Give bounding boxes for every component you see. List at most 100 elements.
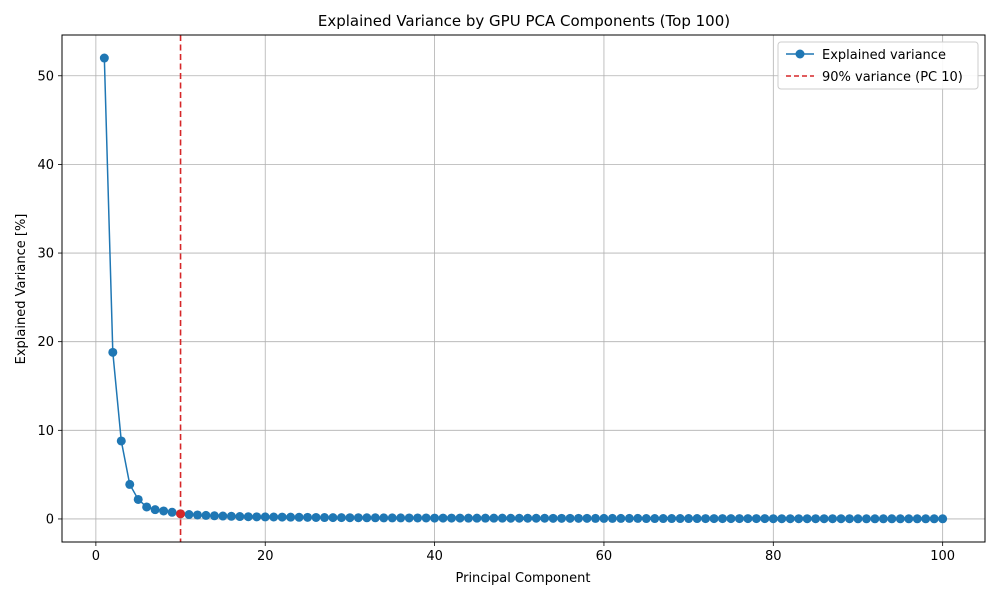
data-point xyxy=(692,514,702,524)
data-point xyxy=(819,514,829,524)
data-point xyxy=(379,513,389,523)
data-point xyxy=(362,513,372,523)
data-point xyxy=(116,436,126,446)
data-point xyxy=(633,513,643,523)
data-point xyxy=(929,514,939,524)
y-tick-label: 20 xyxy=(37,335,54,350)
data-point xyxy=(463,513,473,523)
data-point xyxy=(294,512,304,522)
data-point xyxy=(574,513,584,523)
data-point xyxy=(531,513,541,523)
data-point xyxy=(404,513,414,523)
data-point xyxy=(235,512,245,522)
threshold-point-layer xyxy=(176,509,186,519)
legend-series-label: Explained variance xyxy=(822,48,946,63)
data-point xyxy=(582,513,592,523)
data-point xyxy=(557,513,567,523)
data-point xyxy=(269,512,279,522)
y-tick-label: 30 xyxy=(37,247,54,262)
data-point xyxy=(794,514,804,524)
data-point xyxy=(396,513,406,523)
data-point xyxy=(709,514,719,524)
data-point xyxy=(845,514,855,524)
data-point xyxy=(938,514,948,524)
x-tick-label: 100 xyxy=(930,549,955,564)
data-point xyxy=(159,506,169,516)
data-point xyxy=(472,513,482,523)
data-point xyxy=(218,511,228,521)
data-point xyxy=(599,513,609,523)
y-tick-label: 10 xyxy=(37,424,54,439)
data-point xyxy=(751,514,761,524)
data-point xyxy=(887,514,897,524)
data-point xyxy=(540,513,550,523)
data-point xyxy=(201,510,211,520)
data-point xyxy=(142,502,152,512)
data-point xyxy=(870,514,880,524)
data-point xyxy=(785,514,795,524)
data-point xyxy=(734,514,744,524)
data-point xyxy=(667,514,677,524)
data-point xyxy=(514,513,524,523)
data-point xyxy=(438,513,448,523)
data-point xyxy=(108,347,118,357)
x-tick-label: 40 xyxy=(426,549,443,564)
data-point xyxy=(802,514,812,524)
data-point xyxy=(455,513,465,523)
data-point xyxy=(387,513,397,523)
data-point xyxy=(760,514,770,524)
data-point xyxy=(133,494,143,504)
data-point xyxy=(853,514,863,524)
data-point xyxy=(243,512,253,522)
data-point xyxy=(480,513,490,523)
data-point xyxy=(311,512,321,522)
data-point xyxy=(684,514,694,524)
data-point xyxy=(150,505,160,515)
data-point xyxy=(497,513,507,523)
data-point xyxy=(209,511,219,521)
chart-title: Explained Variance by GPU PCA Components… xyxy=(318,12,730,30)
data-point xyxy=(895,514,905,524)
data-point xyxy=(192,510,202,520)
data-point xyxy=(904,514,914,524)
y-tick-label: 40 xyxy=(37,158,54,173)
data-point xyxy=(590,513,600,523)
data-point xyxy=(726,514,736,524)
y-axis-label: Explained Variance [%] xyxy=(14,214,29,365)
data-point xyxy=(277,512,287,522)
x-tick-label: 0 xyxy=(92,549,100,564)
data-point xyxy=(421,513,431,523)
data-point xyxy=(548,513,558,523)
legend: Explained variance 90% variance (PC 10) xyxy=(777,41,979,90)
data-point xyxy=(260,512,270,522)
data-point xyxy=(370,513,380,523)
data-point xyxy=(447,513,457,523)
data-point xyxy=(303,512,313,522)
x-tick-label: 80 xyxy=(765,549,782,564)
data-point xyxy=(607,513,617,523)
legend-series-marker-swatch xyxy=(795,49,805,59)
data-point xyxy=(921,514,931,524)
data-point xyxy=(99,53,109,63)
data-point xyxy=(641,514,651,524)
data-point xyxy=(523,513,533,523)
data-point xyxy=(861,514,871,524)
data-point xyxy=(489,513,499,523)
y-tick-label: 50 xyxy=(37,69,54,84)
data-point xyxy=(506,513,516,523)
data-point xyxy=(413,513,423,523)
data-point xyxy=(336,513,346,523)
threshold-point xyxy=(176,509,186,519)
data-point xyxy=(167,507,177,517)
data-point xyxy=(624,513,634,523)
data-point xyxy=(286,512,296,522)
x-axis-ticks: 0 20 40 60 80 100 xyxy=(92,542,955,564)
data-point xyxy=(430,513,440,523)
data-point xyxy=(353,513,363,523)
data-point xyxy=(345,513,355,523)
x-tick-label: 60 xyxy=(596,549,613,564)
data-point xyxy=(328,513,338,523)
plot-frame xyxy=(61,34,986,543)
data-point xyxy=(777,514,787,524)
